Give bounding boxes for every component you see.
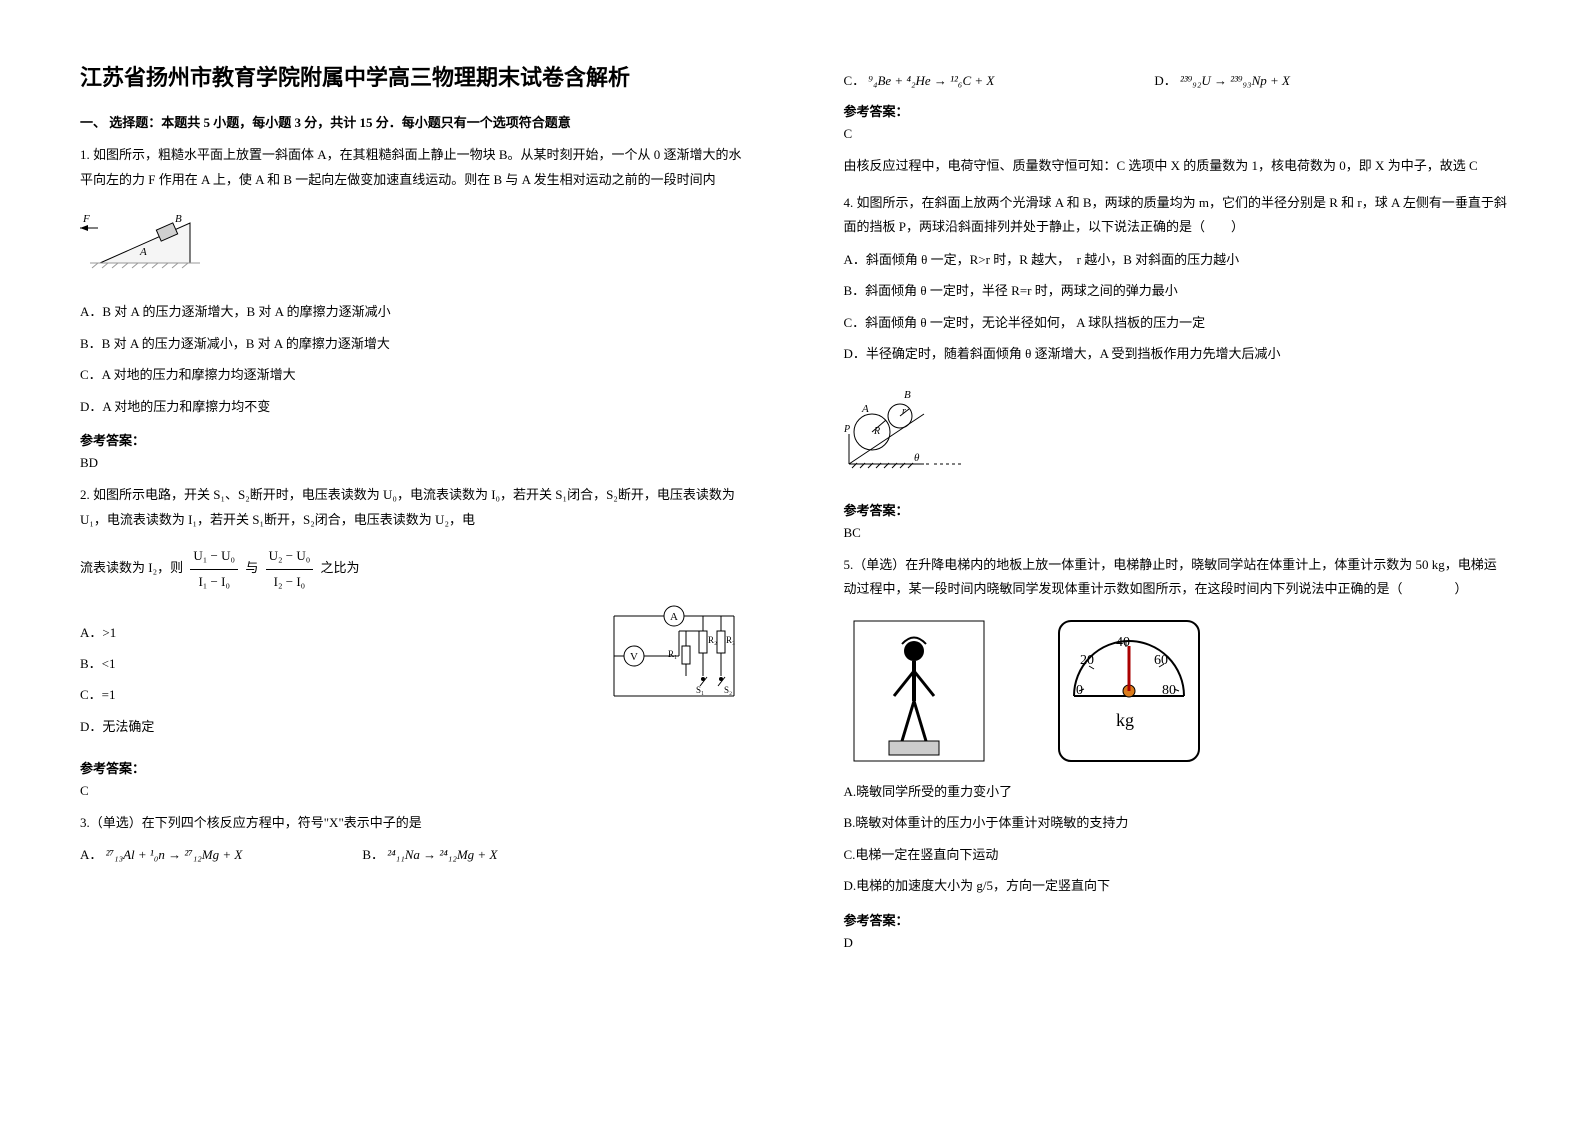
q4-figure: R r A B P θ (844, 384, 974, 478)
q1-answer-label: 参考答案： (80, 430, 744, 449)
q2-text2-post: 之比为 (321, 560, 360, 575)
svg-text:B: B (175, 213, 182, 225)
page-title: 江苏省扬州市教育学院附属中学高三物理期末试卷含解析 (80, 60, 744, 92)
left-column: 江苏省扬州市教育学院附属中学高三物理期末试卷含解析 一、 选择题：本题共 5 小… (0, 0, 794, 1122)
q3-optA-pre: A． (80, 847, 102, 862)
q2-text-2: 流表读数为 I₂，则 U₁ − U₀ I₁ − I₀ 与 U₂ − U₀ I₂ … (80, 544, 744, 594)
q2-frac2-den: I₂ − I₀ (266, 570, 314, 595)
q1-answer: BD (80, 455, 744, 471)
q3-optC-pre: C． (844, 73, 866, 88)
svg-text:B: B (904, 389, 911, 401)
two-balls-incline: R r A B P θ (844, 384, 974, 474)
q3-answer: C (844, 126, 1508, 142)
svg-text:R: R (873, 426, 880, 437)
q4-option-a: A．斜面倾角 θ 一定，R>r 时，R 越大， r 越小，B 对斜面的压力越小 (844, 248, 1508, 271)
svg-text:A: A (139, 246, 147, 258)
q3-optC-equation: ⁹₄Be + ⁴₂He → ¹²₆C + X (868, 73, 994, 88)
q3-option-b: B． ²⁴₁₁Na → ²⁴₁₂Mg + X (362, 844, 497, 863)
q3-optD-pre: D． (1154, 73, 1176, 88)
q3-text: 3.（单选）在下列四个核反应方程中，符号"X"表示中子的是 (80, 811, 744, 836)
svg-text:R₃: R₃ (726, 635, 735, 645)
weight-dial: 0 20 40 60 80 kg (1054, 616, 1204, 766)
svg-text:r: r (902, 406, 906, 417)
q3-explain: 由核反应过程中，电荷守恒、质量数守恒可知：C 选项中 X 的质量数为 1，核电荷… (844, 154, 1508, 179)
q4-option-c: C．斜面倾角 θ 一定时，无论半径如何， A 球队挡板的压力一定 (844, 311, 1508, 334)
q2-text2-pre: 流表读数为 I₂，则 (80, 560, 183, 575)
svg-text:R₁: R₁ (668, 649, 677, 659)
svg-text:S₁: S₁ (696, 685, 704, 695)
svg-text:R₂: R₂ (708, 635, 717, 645)
svg-text:A: A (861, 403, 869, 415)
q4-text: 4. 如图所示，在斜面上放两个光滑球 A 和 B，两球的质量均为 m，它们的半径… (844, 191, 1508, 240)
person-on-scale (844, 616, 994, 766)
q4-answer: BC (844, 525, 1508, 541)
q1-option-d: D．A 对地的压力和摩擦力均不变 (80, 395, 744, 418)
svg-text:θ: θ (914, 452, 920, 464)
q5-answer-label: 参考答案： (844, 910, 1508, 929)
q4-answer-label: 参考答案： (844, 500, 1508, 519)
q5-answer: D (844, 935, 1508, 951)
q1-option-c: C．A 对地的压力和摩擦力均逐渐增大 (80, 363, 744, 386)
q1-figure: A B F (80, 208, 210, 282)
q4-option-d: D．半径确定时，随着斜面倾角 θ 逐渐增大，A 受到挡板作用力先增大后减小 (844, 342, 1508, 365)
q2-fraction-1: U₁ − U₀ I₁ − I₀ (190, 544, 238, 594)
dial-80: 80 (1162, 683, 1176, 698)
incline-diagram: A B F (80, 208, 210, 278)
q2-frac2-num: U₂ − U₀ (266, 544, 314, 570)
svg-text:V: V (630, 651, 638, 663)
dial-20: 20 (1080, 653, 1094, 668)
right-column: C． ⁹₄Be + ⁴₂He → ¹²₆C + X D． ²³⁹₉₂U → ²³… (794, 0, 1587, 1122)
q5-option-d: D.电梯的加速度大小为 g/5，方向一定竖直向下 (844, 874, 1508, 897)
q1-option-a: A．B 对 A 的压力逐渐增大，B 对 A 的摩擦力逐渐减小 (80, 300, 744, 323)
q5-option-c: C.电梯一定在竖直向下运动 (844, 843, 1508, 866)
q1-text: 1. 如图所示，粗糙水平面上放置一斜面体 A，在其粗糙斜面上静止一物块 B。从某… (80, 143, 744, 192)
q3-optD-equation: ²³⁹₉₂U → ²³⁹₉₃Np + X (1180, 73, 1290, 88)
q3-option-c: C． ⁹₄Be + ⁴₂He → ¹²₆C + X (844, 70, 995, 89)
q2-circuit-diagram: A V R₂ R₃ R₁ S₁ S₂ (604, 601, 744, 711)
q2-frac1-num: U₁ − U₀ (190, 544, 238, 570)
q3-optA-equation: ²⁷₁₃Al + ¹₀n → ²⁷₁₂Mg + X (106, 847, 243, 862)
q2-text: 2. 如图所示电路，开关 S₁、S₂断开时，电压表读数为 U₀，电流表读数为 I… (80, 483, 744, 532)
q2-text2-mid: 与 (245, 560, 258, 575)
q2-answer: C (80, 783, 744, 799)
svg-text:P: P (844, 424, 850, 435)
svg-text:A: A (670, 611, 678, 623)
q3-option-a: A． ²⁷₁₃Al + ¹₀n → ²⁷₁₂Mg + X (80, 844, 242, 863)
svg-text:F: F (82, 213, 90, 225)
svg-text:S₂: S₂ (724, 685, 732, 695)
q2-fraction-2: U₂ − U₀ I₂ − I₀ (266, 544, 314, 594)
q3-answer-label: 参考答案： (844, 101, 1508, 120)
q3-optB-equation: ²⁴₁₁Na → ²⁴₁₂Mg + X (387, 847, 497, 862)
q5-option-b: B.晓敏对体重计的压力小于体重计对晓敏的支持力 (844, 811, 1508, 834)
q1-option-b: B．B 对 A 的压力逐渐减小，B 对 A 的摩擦力逐渐增大 (80, 332, 744, 355)
q2-answer-label: 参考答案： (80, 758, 744, 777)
q3-option-d: D． ²³⁹₉₂U → ²³⁹₉₃Np + X (1154, 70, 1290, 89)
q3-optB-pre: B． (362, 847, 384, 862)
q2-frac1-den: I₁ − I₀ (190, 570, 238, 595)
q4-option-b: B．斜面倾角 θ 一定时，半径 R=r 时，两球之间的弹力最小 (844, 279, 1508, 302)
q2-option-d: D．无法确定 (80, 715, 744, 738)
dial-unit: kg (1116, 710, 1134, 730)
section-1-heading: 一、 选择题：本题共 5 小题，每小题 3 分，共计 15 分．每小题只有一个选… (80, 112, 744, 131)
q5-option-a: A.晓敏同学所受的重力变小了 (844, 780, 1508, 803)
q5-text: 5.（单选）在升降电梯内的地板上放一体重计，电梯静止时，晓敏同学站在体重计上，体… (844, 553, 1508, 602)
q5-figures: 0 20 40 60 80 kg (844, 616, 1508, 766)
